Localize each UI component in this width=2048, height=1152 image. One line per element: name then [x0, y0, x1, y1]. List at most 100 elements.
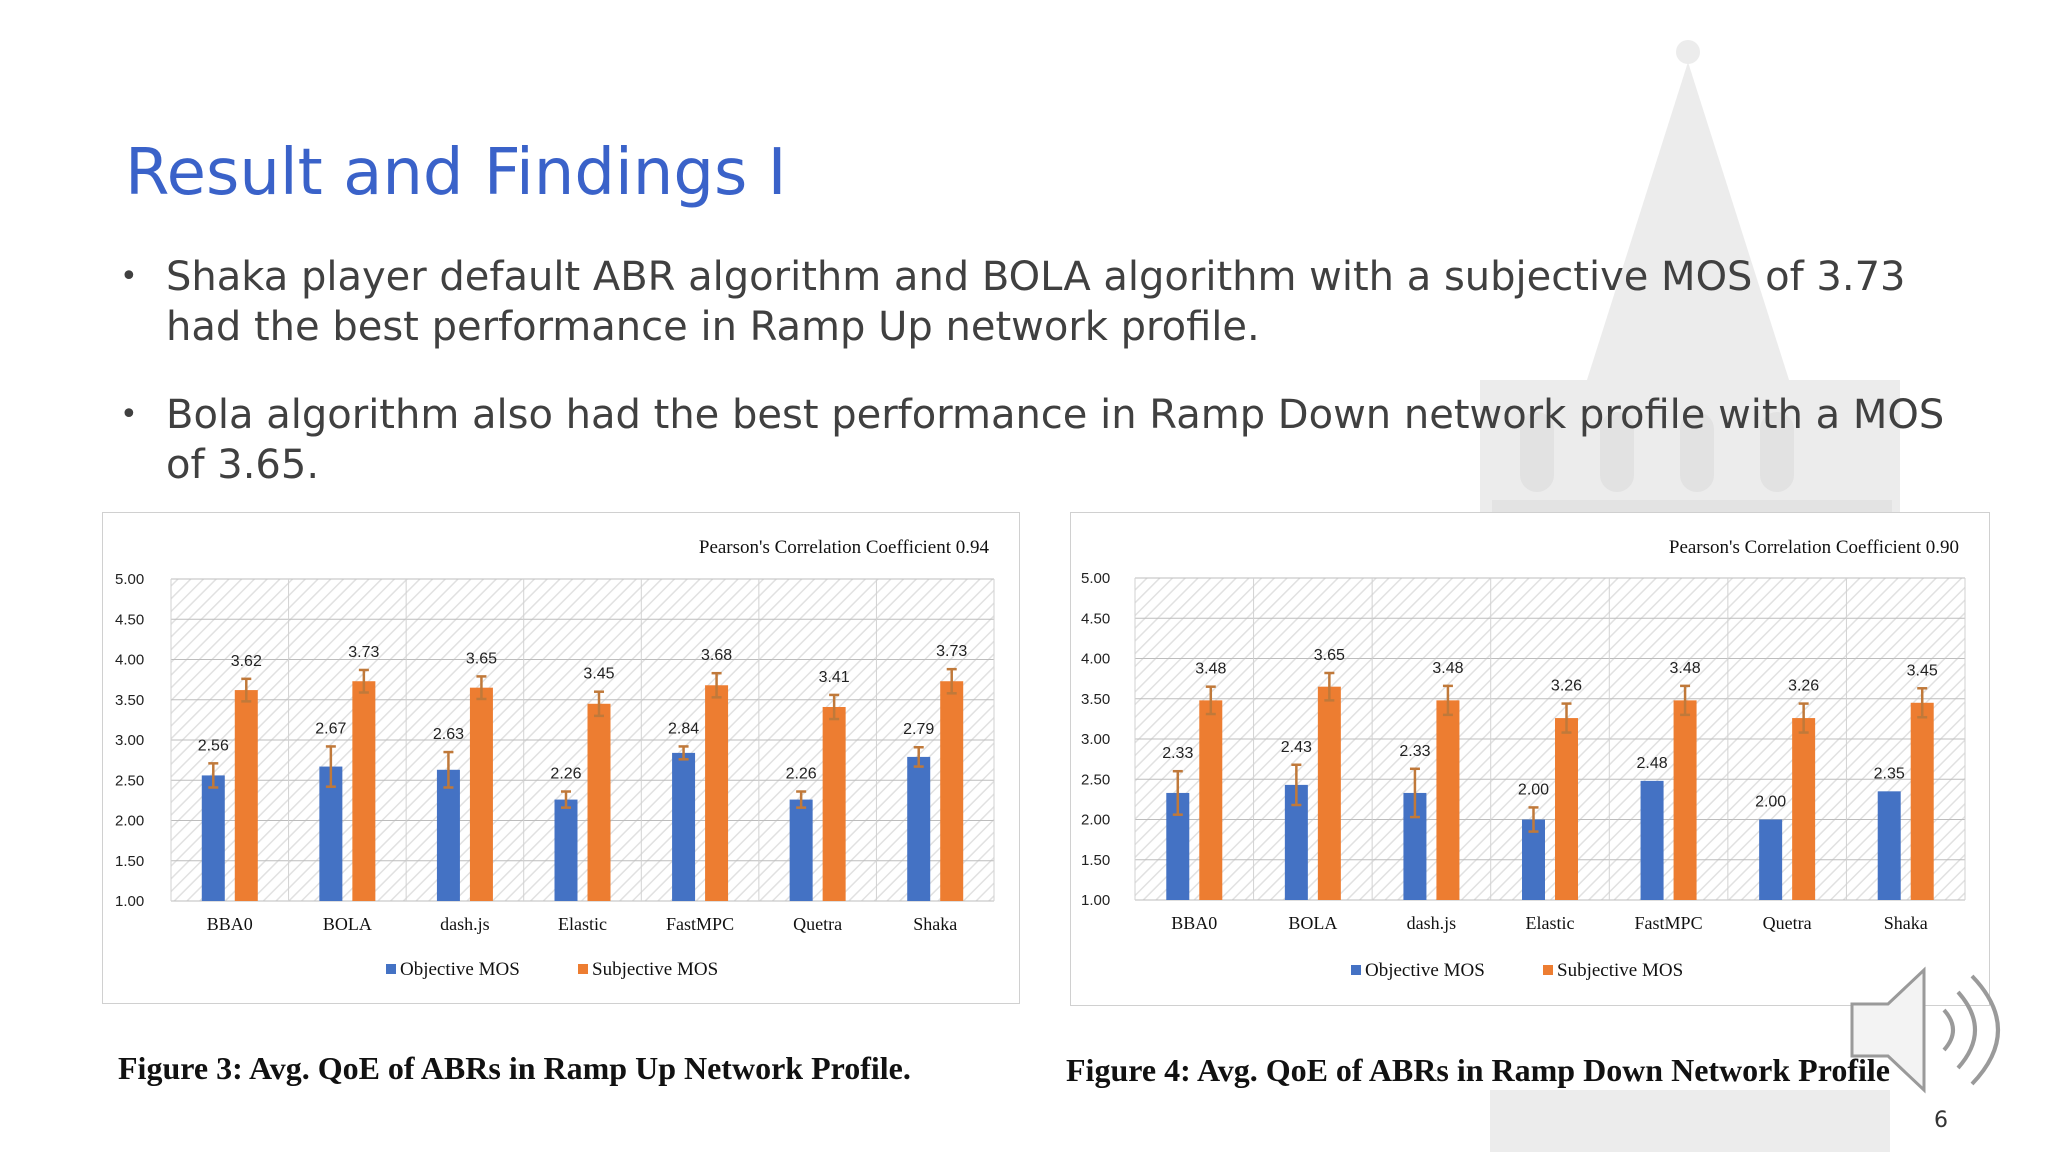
bar: [1673, 700, 1697, 900]
y-tick-label: 1.50: [115, 853, 144, 870]
bar: [234, 690, 258, 901]
data-label: 2.67: [315, 720, 346, 737]
bar: [201, 775, 225, 901]
bar: [1555, 718, 1578, 900]
bar: [587, 703, 611, 901]
data-label: 3.73: [936, 643, 967, 660]
ramp-down-chart: 1.00 1.50 2.00 2.50 3.00 3.50 4.00 4.50 5.00 2.33…: [1070, 512, 1990, 1006]
bar: [1436, 700, 1460, 900]
bar: [1284, 784, 1308, 900]
data-label: 2.33: [1162, 745, 1193, 762]
legend-swatch: [386, 964, 396, 974]
ramp-down-chart-plot: 1.00 1.50 2.00 2.50 3.00 3.50 4.00 4.50 5.00 2.33…: [1081, 537, 1966, 981]
y-tick-label: 4.00: [1081, 651, 1110, 668]
y-tick-label: 1.50: [1081, 852, 1110, 869]
bar: [1877, 791, 1901, 900]
data-label: 2.26: [550, 766, 581, 783]
x-tick-label: BBA0: [207, 914, 253, 934]
data-label: 2.00: [1518, 781, 1549, 798]
x-tick-label: Quetra: [1763, 913, 1812, 933]
data-label: 3.65: [1314, 647, 1345, 664]
figure-caption: Figure 4: Avg. QoE of ABRs in Ramp Down …: [1066, 1052, 1890, 1088]
data-label: 3.68: [701, 647, 732, 664]
legend-entry: Subjective MOS: [592, 959, 718, 980]
y-tick-label: 3.00: [115, 732, 144, 749]
data-label: 2.63: [433, 726, 464, 743]
bar: [907, 756, 931, 901]
bar: [1759, 819, 1783, 900]
bullet-list: Shaka player default ABR algorithm and B…: [120, 252, 1950, 528]
y-tick-label: 3.00: [1081, 731, 1110, 748]
y-tick-label: 2.00: [1081, 812, 1110, 829]
data-label: 3.26: [1788, 678, 1819, 695]
bar: [1522, 819, 1545, 900]
bar: [789, 799, 813, 901]
bar: [1199, 700, 1223, 900]
y-tick-label: 4.50: [115, 611, 144, 628]
x-tick-label: Shaka: [1884, 913, 1928, 933]
y-tick-label: 3.50: [115, 692, 144, 709]
y-tick-label: 5.00: [115, 571, 144, 588]
data-label: 3.41: [819, 669, 850, 686]
data-label: 2.26: [786, 766, 817, 783]
x-tick-label: BOLA: [323, 914, 372, 934]
chart-annotation: Pearson's Correlation Coefficient 0.94: [699, 537, 990, 558]
bar: [319, 766, 343, 901]
bar: [1910, 702, 1934, 900]
x-tick-label: dash.js: [1407, 913, 1457, 933]
legend-swatch: [1543, 965, 1553, 975]
data-label: 3.45: [583, 666, 614, 683]
y-tick-label: 1.00: [1081, 892, 1110, 909]
data-label: 3.26: [1551, 678, 1582, 695]
x-tick-label: Elastic: [1526, 913, 1575, 933]
data-label: 3.73: [348, 644, 379, 661]
page-title: Result and Findings I: [125, 136, 787, 210]
bar: [554, 799, 578, 901]
bar: [705, 685, 729, 901]
data-label: 3.62: [231, 653, 262, 670]
data-label: 2.56: [198, 737, 229, 754]
x-tick-label: FastMPC: [666, 914, 734, 934]
bar: [436, 769, 460, 901]
bar: [1640, 780, 1664, 900]
x-tick-label: Elastic: [558, 914, 607, 934]
data-label: 3.48: [1670, 660, 1701, 677]
y-tick-label: 2.50: [1081, 771, 1110, 788]
x-tick-label: Quetra: [793, 914, 842, 934]
chart-annotation: Pearson's Correlation Coefficient 0.90: [1669, 537, 1959, 558]
y-tick-label: 2.00: [115, 813, 144, 830]
x-tick-label: BOLA: [1288, 913, 1337, 933]
bar: [1317, 686, 1341, 900]
ramp-up-chart-plot: 1.00 1.50 2.00 2.50 3.00 3.50 4.00 4.50 5.00 2.56…: [115, 537, 995, 980]
page-number: 6: [1934, 1108, 1948, 1133]
data-label: 2.43: [1281, 739, 1312, 756]
ramp-up-chart: 1.00 1.50 2.00 2.50 3.00 3.50 4.00 4.50 5.00 2.56…: [102, 512, 1020, 1004]
data-label: 2.35: [1874, 765, 1905, 782]
y-tick-label: 4.00: [115, 652, 144, 669]
data-label: 3.65: [466, 650, 497, 667]
data-label: 3.48: [1432, 660, 1463, 677]
legend-entry: Objective MOS: [1365, 960, 1485, 981]
data-label: 2.33: [1399, 743, 1430, 760]
y-tick-label: 5.00: [1081, 570, 1110, 587]
bullet-item: Shaka player default ABR algorithm and B…: [120, 252, 1950, 352]
y-tick-label: 4.50: [1081, 610, 1110, 627]
legend-swatch: [1351, 965, 1361, 975]
bar: [822, 706, 846, 901]
y-tick-label: 3.50: [1081, 691, 1110, 708]
bullet-item: Bola algorithm also had the best perform…: [120, 390, 1950, 490]
x-tick-label: Shaka: [913, 914, 957, 934]
x-tick-label: FastMPC: [1635, 913, 1703, 933]
data-label: 2.48: [1637, 755, 1668, 772]
data-label: 2.79: [903, 721, 934, 738]
data-label: 2.84: [668, 720, 699, 737]
bar: [469, 687, 493, 901]
figure-caption: Figure 3: Avg. QoE of ABRs in Ramp Up Ne…: [118, 1050, 911, 1086]
legend-swatch: [578, 964, 588, 974]
bar: [1403, 792, 1427, 900]
bar: [672, 752, 696, 901]
legend-entry: Subjective MOS: [1557, 960, 1683, 981]
bar: [1166, 792, 1190, 900]
speaker-icon[interactable]: [1848, 966, 2008, 1096]
data-label: 3.48: [1195, 661, 1226, 678]
